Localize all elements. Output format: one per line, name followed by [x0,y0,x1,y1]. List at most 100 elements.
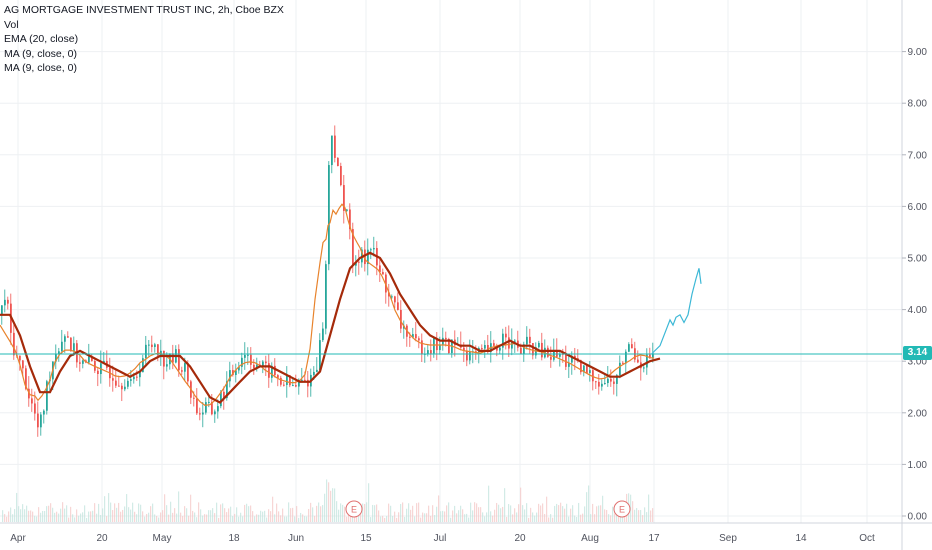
candle-body [436,338,438,351]
volume-bar [28,510,30,522]
volume-bar [2,510,4,522]
volume-bar [534,515,536,522]
volume-bar [88,511,90,522]
candle-body [88,356,90,363]
candle-body [400,309,402,329]
candle-body [115,380,117,386]
candle-body [553,350,555,360]
candle-body [364,249,366,265]
candle-body [4,299,6,306]
candle-body [196,398,198,414]
volume-bar [324,493,326,522]
volume-bar [118,502,120,522]
volume-bar [616,513,618,522]
candle-body [286,375,288,385]
volume-bar [186,508,188,522]
volume-bar [454,505,456,522]
candle-body [340,166,342,186]
volume-bar [596,506,598,522]
volume-bar [644,507,646,522]
candle-body [112,378,114,381]
candle-body [121,385,123,390]
candle-body [202,412,204,415]
volume-bar [54,512,56,522]
volume-bar [198,502,200,522]
volume-bar [272,496,274,522]
legend-ema[interactable]: EMA (20, close) [4,33,79,46]
volume-bar [4,514,6,522]
y-tick-label: 6.00 [908,202,928,213]
volume-bar [450,517,452,522]
candle-body [283,384,285,386]
candle-body [226,381,228,399]
candle-body [337,157,339,167]
candle-body [157,344,159,356]
volume-bar [396,517,398,522]
volume-bar [240,512,242,522]
volume-bar [452,510,454,522]
volume-bar [606,509,608,522]
legend-symbol-title[interactable]: AG MORTGAGE INVESTMENT TRUST INC, 2h, Cb… [4,4,284,16]
volume-bar [174,508,176,522]
volume-bar [44,510,46,522]
volume-bar [298,517,300,522]
volume-bar [582,513,584,522]
legend-ma-2[interactable]: MA (9, close, 0) [4,62,77,75]
volume-bar [268,509,270,522]
volume-bar [36,516,38,522]
volume-bar [196,517,198,522]
volume-bar [548,517,550,522]
candle-body [616,375,618,384]
volume-bar [306,516,308,522]
volume-bar [458,510,460,522]
candle-body [382,272,384,275]
volume-bar [394,511,396,522]
volume-bar [192,510,194,522]
grid-lines [0,0,902,523]
volume-bar [638,510,640,522]
legend-volume[interactable]: Vol [4,18,19,31]
candle-body [187,363,189,382]
candle-body [619,362,621,376]
volume-bar [276,503,278,522]
candle-body [43,410,45,415]
candle-body [631,344,633,349]
volume-bar [290,508,292,522]
volume-bar [286,516,288,522]
volume-bar [18,506,20,522]
candle-body [145,344,147,359]
volume-bar [440,511,442,522]
volume-bar [464,514,466,522]
volume-bar [490,511,492,522]
volume-bar [184,506,186,522]
candle-body [445,337,447,339]
chart-legend: AG MORTGAGE INVESTMENT TRUST INC, 2h, Cb… [4,3,284,76]
candle-body [280,377,282,385]
volume-bar [20,509,22,522]
candle-body [349,209,351,230]
volume-bar [414,516,416,522]
candle-body [133,376,135,380]
volume-bar [226,512,228,522]
candle-body [139,372,141,378]
legend-ma-1[interactable]: MA (9, close, 0) [4,47,77,60]
volume-bar [342,504,344,522]
volume-bar [354,516,356,522]
candle-body [373,248,375,250]
volume-bar [232,516,234,522]
last-price-badge: 3.14 [903,346,932,360]
volume-bar [258,514,260,522]
candle-body [592,370,594,382]
volume-bar [94,503,96,522]
candle-body [646,354,648,368]
candle-body [37,413,39,428]
volume-bar [270,511,272,522]
volume-bar [244,504,246,522]
volume-bar [114,503,116,522]
candle-body [247,354,249,356]
volume-bar [364,504,366,522]
volume-bar [56,511,58,522]
volume-bar [238,516,240,522]
candle-body [70,337,72,352]
